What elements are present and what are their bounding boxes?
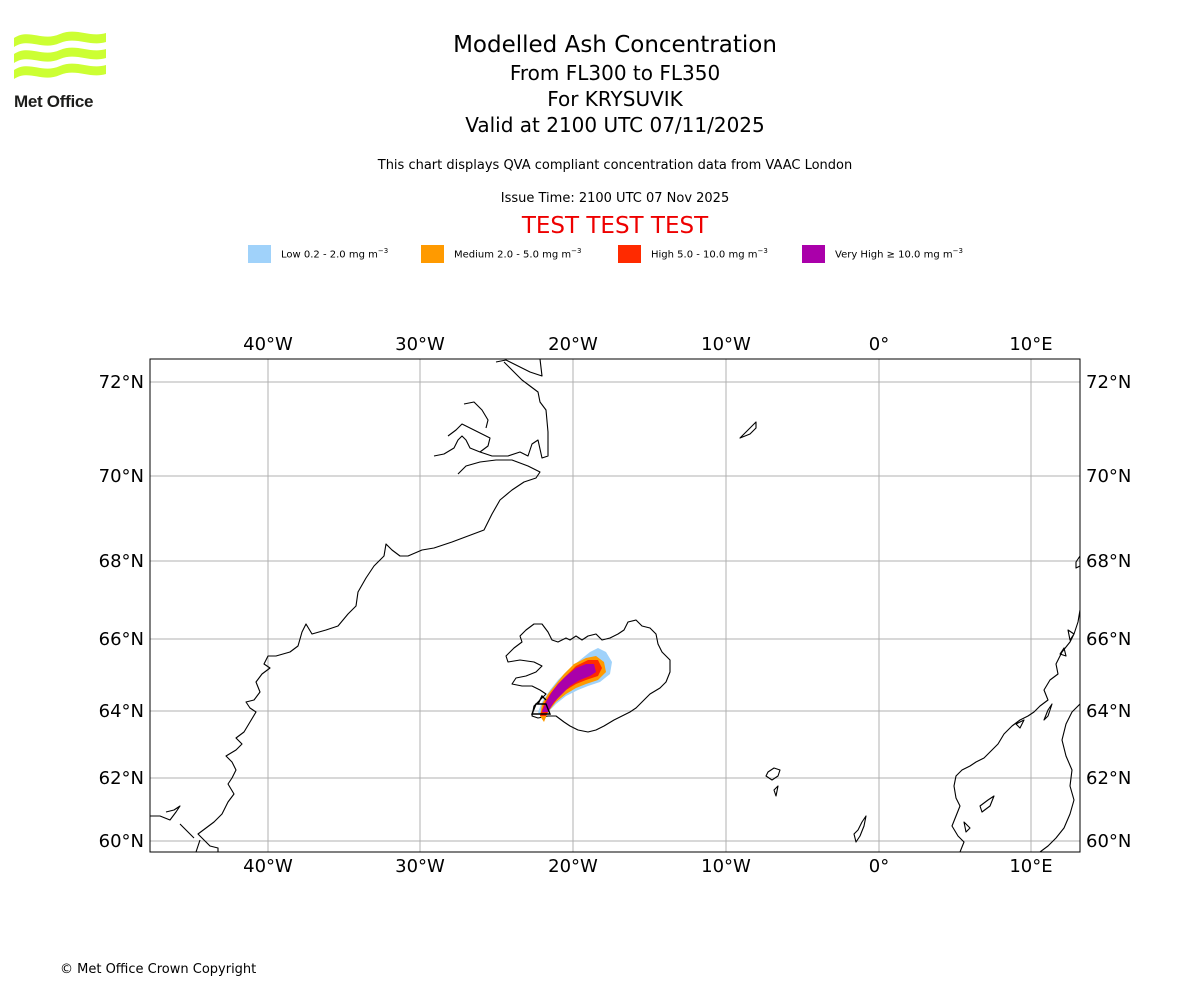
lon-label-bottom: 0° (869, 856, 889, 877)
ash-plume (538, 648, 612, 722)
lon-label-bottom: 40°W (243, 856, 293, 877)
lat-label-left: 66°N (99, 629, 144, 650)
lon-label-top: 30°W (395, 334, 445, 355)
legend-swatch-low (248, 245, 271, 263)
chart-title: Modelled Ash Concentration (453, 32, 777, 58)
legend-swatch-medium (421, 245, 444, 263)
lon-label-top: 40°W (243, 334, 293, 355)
test-banner: TEST TEST TEST (521, 213, 709, 239)
lat-label-left: 64°N (99, 701, 144, 722)
lat-label-right: 66°N (1086, 629, 1131, 650)
lon-label-top: 0° (869, 334, 889, 355)
faroe-coast (765, 767, 781, 797)
legend-item-very-high: Very High ≥ 10.0 mg m−3 (802, 244, 963, 264)
lon-label-top: 10°W (701, 334, 751, 355)
lat-label-right: 72°N (1086, 372, 1131, 393)
lon-label-bottom: 30°W (395, 856, 445, 877)
lon-label-bottom: 10°W (701, 856, 751, 877)
coastlines (150, 359, 1080, 852)
lat-label-right: 68°N (1086, 551, 1131, 572)
lat-label-right: 60°N (1086, 831, 1131, 852)
top-longitude-labels: 40°W 30°W 20°W 10°W 0° 10°E (243, 334, 1052, 355)
legend-item-medium: Medium 2.0 - 5.0 mg m−3 (421, 244, 581, 264)
legend-label-low: Low 0.2 - 2.0 mg m−3 (281, 247, 389, 261)
ash-plume-very-high (542, 664, 596, 712)
legend-swatch-very-high (802, 245, 825, 263)
map-gridlines (150, 359, 1080, 852)
lon-label-top: 20°W (548, 334, 598, 355)
lon-label-top: 10°E (1009, 334, 1052, 355)
chart-title-block: Modelled Ash Concentration From FL300 to… (315, 30, 915, 138)
issue-time: Issue Time: 2100 UTC 07 Nov 2025 (500, 191, 730, 206)
lat-label-left: 62°N (99, 768, 144, 789)
legend-label-very-high: Very High ≥ 10.0 mg m−3 (835, 247, 963, 261)
lat-label-left: 60°N (99, 831, 144, 852)
lon-label-bottom: 20°W (548, 856, 598, 877)
lon-label-bottom: 10°E (1009, 856, 1052, 877)
copyright-notice: © Met Office Crown Copyright (60, 962, 257, 977)
greenland-coast (150, 359, 549, 852)
lat-label-left: 72°N (99, 372, 144, 393)
legend-item-high: High 5.0 - 10.0 mg m−3 (618, 244, 768, 264)
flight-level-range: From FL300 to FL350 (509, 61, 721, 85)
shetland-coast (853, 815, 867, 843)
map-frame (149, 358, 1081, 853)
legend-label-high: High 5.0 - 10.0 mg m−3 (651, 247, 768, 261)
lat-label-right: 62°N (1086, 768, 1131, 789)
chart-description: This chart displays QVA compliant concen… (377, 158, 853, 173)
lat-label-left: 68°N (99, 551, 144, 572)
volcano-marker-icon (530, 694, 552, 715)
lat-label-right: 70°N (1086, 466, 1131, 487)
logo-text: Met Office (14, 92, 94, 111)
left-latitude-labels: 72°N 70°N 68°N 66°N 64°N 62°N 60°N (99, 372, 144, 852)
lat-label-right: 64°N (1086, 701, 1131, 722)
iceland-coast (505, 619, 671, 733)
lat-label-left: 70°N (99, 466, 144, 487)
right-latitude-labels: 72°N 70°N 68°N 66°N 64°N 62°N 60°N (1086, 372, 1131, 852)
concentration-legend: Low 0.2 - 2.0 mg m−3 Medium 2.0 - 5.0 mg… (0, 244, 1200, 264)
valid-time: Valid at 2100 UTC 07/11/2025 (465, 113, 765, 137)
legend-label-medium: Medium 2.0 - 5.0 mg m−3 (454, 247, 582, 261)
norway-coast (951, 555, 1080, 852)
bottom-longitude-labels: 40°W 30°W 20°W 10°W 0° 10°E (243, 856, 1052, 877)
volcano-name: For KRYSUVIK (547, 87, 683, 111)
wave-logo-icon (14, 31, 106, 79)
met-office-logo: Met Office (14, 30, 106, 114)
legend-swatch-high (618, 245, 641, 263)
legend-item-low: Low 0.2 - 2.0 mg m−3 (248, 244, 388, 264)
jan-mayen-coast (739, 421, 757, 439)
